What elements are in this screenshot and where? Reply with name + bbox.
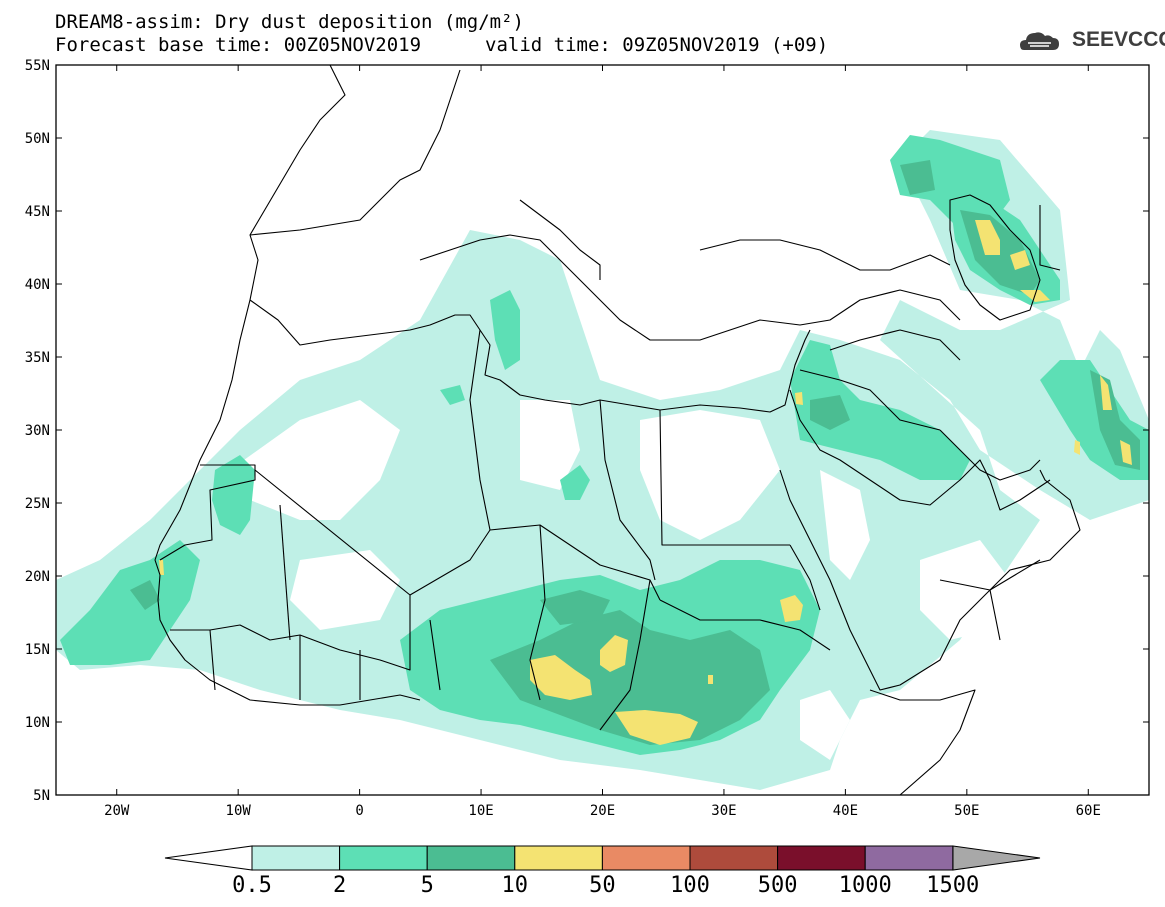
lat-tick-label: 40N <box>25 277 50 293</box>
lon-tick-label: 10E <box>468 803 493 819</box>
colorbar-label: 1500 <box>926 873 979 898</box>
lat-tick-label: 20N <box>25 569 50 585</box>
colorbar-swatch <box>426 845 516 871</box>
colorbar-swatch <box>864 845 954 871</box>
map-title: DREAM8-assim: Dry dust deposition (mg/m²… <box>55 11 524 33</box>
lon-tick-label: 10W <box>226 803 252 819</box>
colorbar-legend: 0.5 2 5 10 50 100 500 1000 1500 <box>164 845 1041 898</box>
lon-tick-label: 20W <box>104 803 130 819</box>
colorbar-label: 10 <box>502 873 529 898</box>
colorbar-swatch <box>251 845 341 871</box>
lat-tick-label: 30N <box>25 423 50 439</box>
valid-time: valid time: 09Z05NOV2019 (+09) <box>485 34 829 56</box>
lon-tick-label: 60E <box>1076 803 1101 819</box>
lat-tick-label: 25N <box>25 496 50 512</box>
colorbar-swatch <box>689 845 779 871</box>
colorbar-swatch <box>339 845 428 871</box>
lat-tick-label: 45N <box>25 204 50 220</box>
lat-tick-label: 35N <box>25 350 50 366</box>
lon-tick-label: 40E <box>833 803 858 819</box>
colorbar-label: 5 <box>421 873 434 898</box>
colorbar-label: 100 <box>670 873 710 898</box>
lat-tick-label: 10N <box>25 715 50 731</box>
lon-tick-label: 50E <box>954 803 979 819</box>
colorbar-label: 1000 <box>839 873 892 898</box>
latitude-axis: 55N 50N 45N 40N 35N 30N 25N 20N 15N 10N 5N <box>25 58 1149 804</box>
lat-tick-label: 50N <box>25 131 50 147</box>
lat-tick-label: 55N <box>25 58 50 74</box>
colorbar-upper-arrow <box>952 845 1041 871</box>
forecast-base-time: Forecast base time: 00Z05NOV2019 <box>55 34 422 56</box>
colorbar-label: 50 <box>589 873 616 898</box>
colorbar-label: 0.5 <box>232 873 272 898</box>
longitude-axis: 20W 10W 0 10E 20E 30E 40E 50E 60E <box>104 65 1101 819</box>
lon-tick-label: 0 <box>355 803 363 819</box>
lat-tick-label: 5N <box>33 788 50 804</box>
colorbar-swatch <box>777 845 866 871</box>
logo-text: SEEVCCC <box>1072 28 1165 51</box>
lon-tick-label: 30E <box>711 803 736 819</box>
colorbar-label: 500 <box>758 873 798 898</box>
colorbar-label: 2 <box>333 873 346 898</box>
colorbar-lower-arrow <box>164 845 253 871</box>
cloud-logo-icon <box>1020 32 1059 50</box>
colorbar-swatch <box>601 845 691 871</box>
lat-tick-label: 15N <box>25 642 50 658</box>
colorbar-swatch <box>514 845 603 871</box>
dust-field <box>56 65 1149 795</box>
lon-tick-label: 20E <box>590 803 615 819</box>
